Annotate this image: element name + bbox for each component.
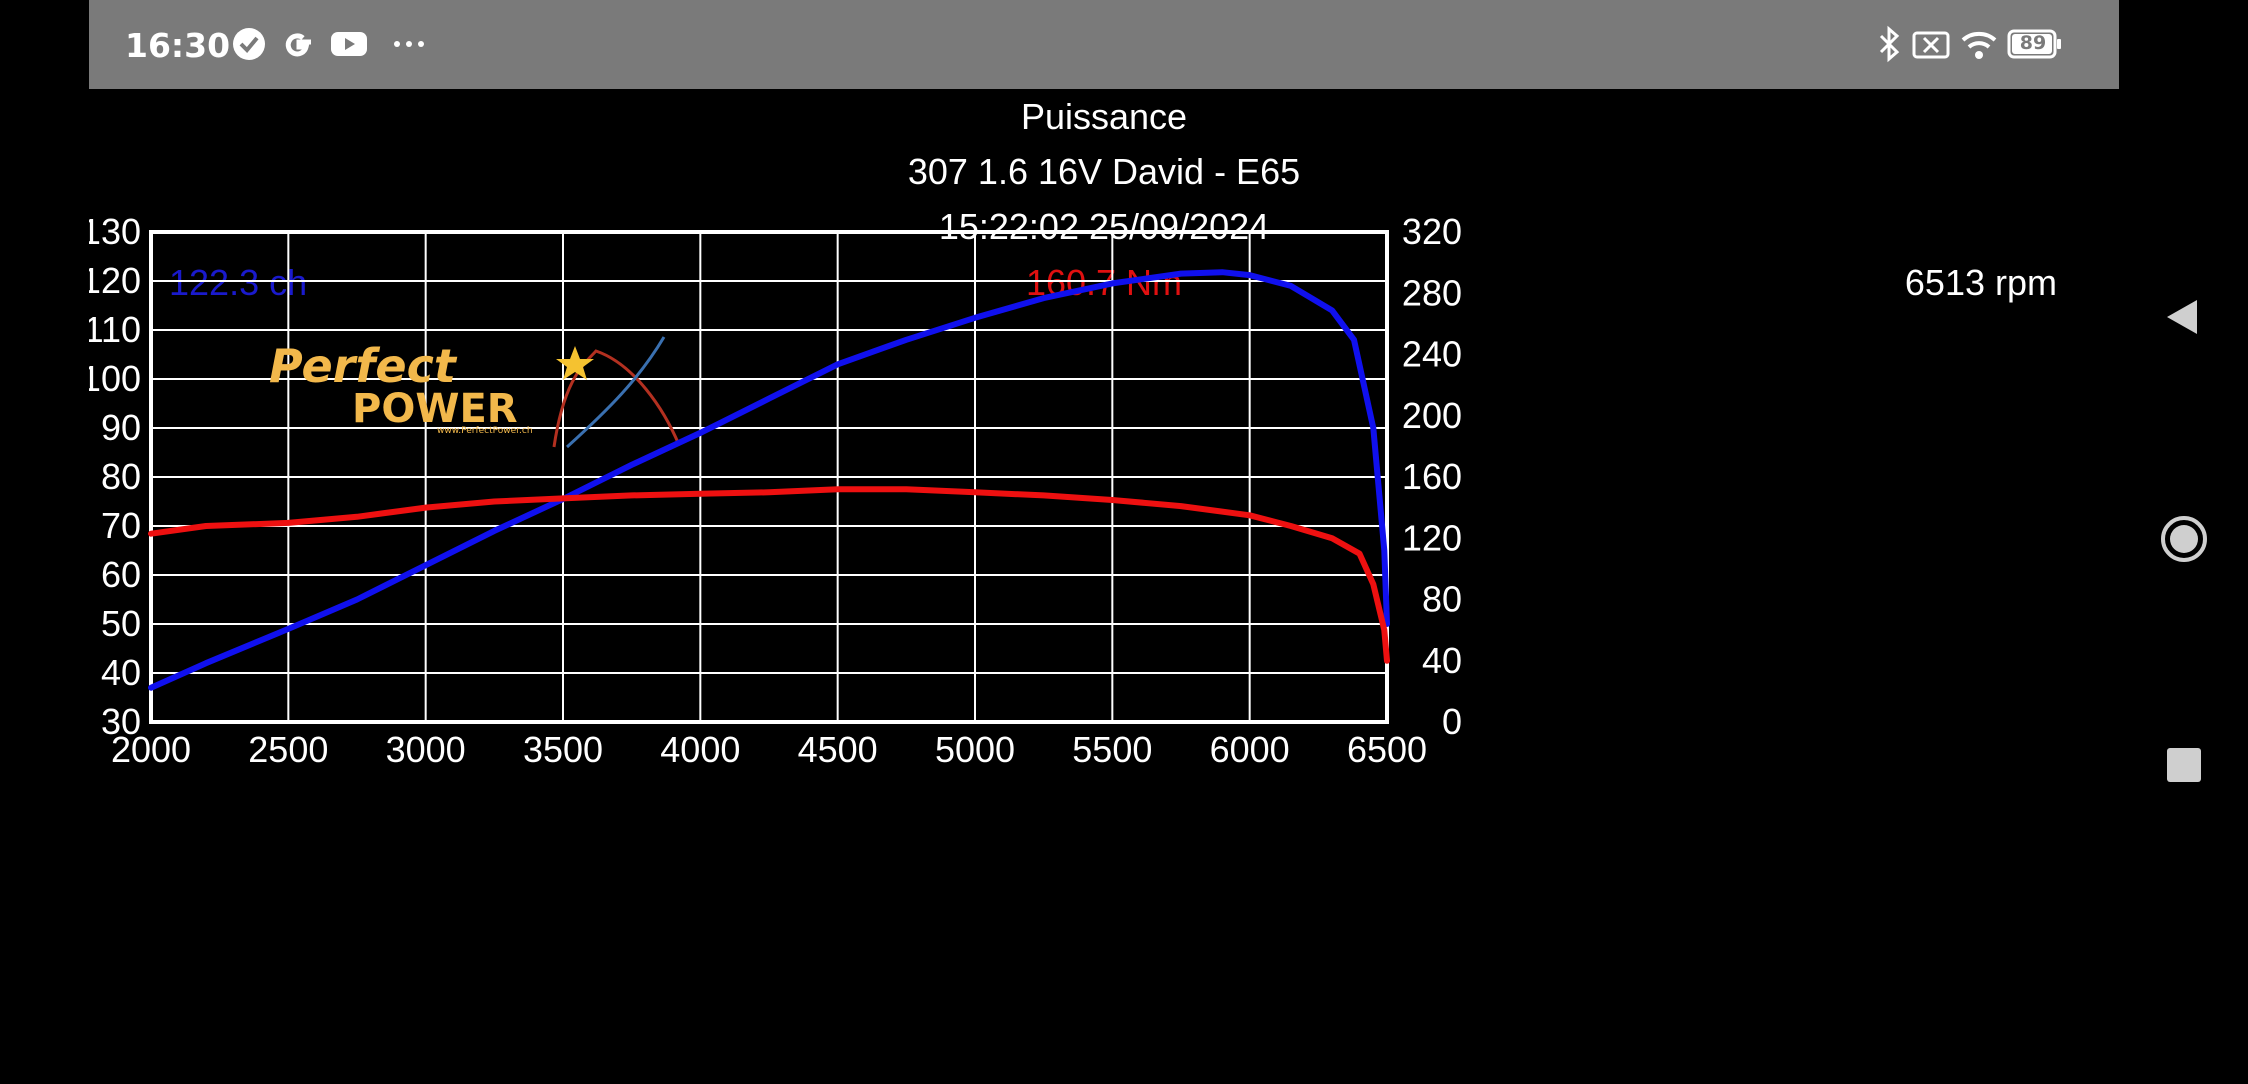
status-time: 16:30 <box>125 26 231 65</box>
y-left-tick-label: 40 <box>101 652 141 693</box>
check-circle-icon <box>233 28 265 60</box>
y-left-tick-label: 100 <box>89 358 141 399</box>
x-tick-label: 6500 <box>1347 729 1427 770</box>
x-tick-label: 5500 <box>1072 729 1152 770</box>
chart-timestamp: 15:22:02 25/09/2024 <box>939 206 1269 247</box>
x-tick-label: 3000 <box>386 729 466 770</box>
y-left-tick-label: 30 <box>101 701 141 742</box>
y-left-tick-label: 50 <box>101 603 141 644</box>
y-right-tick-label: 280 <box>1402 272 1462 313</box>
x-tick-label: 6000 <box>1210 729 1290 770</box>
nav-bar <box>2119 0 2248 1080</box>
chart-area: Puissance 307 1.6 16V David - E65 15:22:… <box>81 89 2119 1080</box>
y-left-tick-label: 130 <box>89 211 141 252</box>
y-right-axis: 0 40 80 120 160 200 240 280 320 <box>1402 211 1462 742</box>
logo-url: www.PerfectPower.ch <box>437 426 533 436</box>
logo: Perfect POWER www.PerfectPower.ch <box>269 336 681 449</box>
dyno-chart: Puissance 307 1.6 16V David - E65 15:22:… <box>81 96 2057 770</box>
x-tick-label: 2000 <box>111 729 191 770</box>
x-axis: 2000 2500 3000 3500 4000 4500 5000 5500 6000 6500 <box>111 729 1427 770</box>
back-triangle-icon[interactable] <box>2159 292 2209 342</box>
battery-icon <box>2007 29 2061 59</box>
y-right-tick-label: 40 <box>1422 640 1462 681</box>
google-g-icon <box>285 33 311 57</box>
sim-x-icon <box>1912 31 1950 59</box>
recents-square-icon[interactable] <box>2159 740 2209 790</box>
y-left-tick-label: 90 <box>101 407 141 448</box>
logo-blue-curve-icon <box>565 336 666 449</box>
series <box>148 269 1390 691</box>
y-right-tick-label: 320 <box>1402 211 1462 252</box>
status-bar: 16:30 89 <box>89 0 2119 89</box>
bluetooth-icon <box>1879 25 1900 63</box>
y-left-tick-label: 120 <box>89 260 141 301</box>
logo-line2: POWER <box>352 386 518 432</box>
more-dots-icon <box>394 41 424 47</box>
x-tick-label: 3500 <box>523 729 603 770</box>
power-curve <box>148 269 1390 691</box>
home-circle-icon[interactable] <box>2159 514 2209 564</box>
x-tick-label: 5000 <box>935 729 1015 770</box>
y-left-axis: 30 40 50 60 70 80 90 100 110 120 130 <box>81 211 141 742</box>
youtube-icon <box>331 32 367 56</box>
wifi-icon <box>1961 31 1997 59</box>
power-readout: 122.3 ch <box>169 262 307 303</box>
x-tick-label: 4500 <box>798 729 878 770</box>
logo-line1: Perfect <box>269 339 458 393</box>
y-right-tick-label: 200 <box>1402 395 1462 436</box>
rpm-readout: 6513 rpm <box>1905 262 2057 303</box>
battery-level: 89 <box>2019 32 2047 54</box>
logo-red-curve-icon <box>552 349 681 448</box>
x-tick-label: 4000 <box>660 729 740 770</box>
y-right-tick-label: 120 <box>1402 517 1462 558</box>
chart-title: Puissance <box>1021 96 1187 137</box>
y-left-tick-label: 110 <box>89 309 141 350</box>
y-left-tick-label: 60 <box>101 554 141 595</box>
grid <box>149 230 1389 724</box>
y-right-tick-label: 240 <box>1402 334 1462 375</box>
y-left-tick-label: 80 <box>101 456 141 497</box>
letterbox-left <box>0 0 89 1080</box>
plot-frame <box>149 230 1389 724</box>
y-left-tick-label: 70 <box>101 505 141 546</box>
y-right-tick-label: 160 <box>1402 456 1462 497</box>
y-right-tick-label: 80 <box>1422 579 1462 620</box>
chart-subtitle: 307 1.6 16V David - E65 <box>908 151 1300 192</box>
star-icon <box>556 346 594 380</box>
x-tick-label: 2500 <box>248 729 328 770</box>
torque-curve <box>148 486 1390 664</box>
y-right-tick-label: 0 <box>1442 701 1462 742</box>
